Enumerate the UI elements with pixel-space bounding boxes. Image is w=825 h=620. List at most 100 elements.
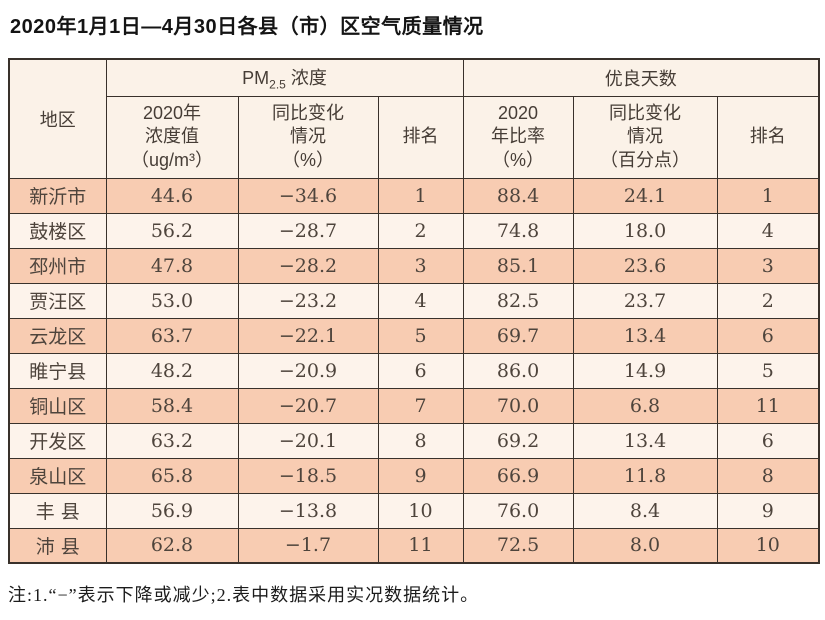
pm-label-subscript: 2.5 [269, 77, 286, 92]
good-rank-cell: 3 [716, 247, 820, 284]
region-cell: 贾汪区 [8, 282, 107, 319]
good-rate-cell: 69.7 [462, 317, 574, 354]
pm-change-cell: −23.2 [237, 282, 379, 319]
good-rank-cell: 8 [716, 457, 820, 494]
good-rank-cell: 10 [716, 527, 820, 564]
good-rank-header: 排名 [716, 95, 820, 179]
region-cell: 丰 县 [8, 492, 107, 529]
pm-change-cell: −13.8 [237, 492, 379, 529]
pm-value-cell: 48.2 [105, 352, 239, 389]
pm-rank-header: 排名 [377, 95, 464, 179]
pm-rank-cell: 2 [377, 212, 464, 249]
pm-value-cell: 56.9 [105, 492, 239, 529]
region-cell: 睢宁县 [8, 352, 107, 389]
good-change-cell: 6.8 [572, 387, 718, 424]
pm-change-cell: −34.6 [237, 177, 379, 214]
good-change-cell: 13.4 [572, 422, 718, 459]
pm-value-cell: 65.8 [105, 457, 239, 494]
pm-value-cell: 53.0 [105, 282, 239, 319]
pm-change-cell: −22.1 [237, 317, 379, 354]
region-cell: 新沂市 [8, 177, 107, 214]
good-rate-cell: 82.5 [462, 282, 574, 319]
pm-change-cell: −20.7 [237, 387, 379, 424]
table-row: 邳州市 47.8 −28.2 3 85.1 23.6 3 [8, 247, 820, 284]
good-change-cell: 11.8 [572, 457, 718, 494]
pm-change-cell: −18.5 [237, 457, 379, 494]
page-title: 2020年1月1日—4月30日各县（市）区空气质量情况 [10, 16, 484, 38]
good-change-cell: 8.4 [572, 492, 718, 529]
region-header-cell: 地区 [8, 58, 107, 179]
table-row: 贾汪区 53.0 −23.2 4 82.5 23.7 2 [8, 282, 820, 319]
pm-rank-cell: 3 [377, 247, 464, 284]
good-change-cell: 23.6 [572, 247, 718, 284]
good-rate-header: 2020 年比率 （%） [462, 95, 574, 179]
pm-change-cell: −20.1 [237, 422, 379, 459]
pm-value-cell: 63.2 [105, 422, 239, 459]
pm-rank-cell: 1 [377, 177, 464, 214]
pm-rank-cell: 10 [377, 492, 464, 529]
pm-rank-cell: 4 [377, 282, 464, 319]
pm-change-cell: −1.7 [237, 527, 379, 564]
region-cell: 铜山区 [8, 387, 107, 424]
pm-label-prefix: PM [242, 67, 270, 88]
pm-label-suffix: 浓度 [285, 67, 327, 88]
air-quality-table: 地区 PM2.5 浓度 优良天数 2020年 浓度值 （ug/m³） 同比变化 … [8, 58, 821, 564]
good-change-cell: 18.0 [572, 212, 718, 249]
region-cell: 云龙区 [8, 317, 107, 354]
good-rate-cell: 72.5 [462, 527, 574, 564]
good-rank-cell: 9 [716, 492, 820, 529]
table-row: 新沂市 44.6 −34.6 1 88.4 24.1 1 [8, 177, 820, 214]
good-rate-cell: 88.4 [462, 177, 574, 214]
good-rank-cell: 6 [716, 422, 820, 459]
pm-value-cell: 56.2 [105, 212, 239, 249]
good-rank-cell: 11 [716, 387, 820, 424]
region-cell: 鼓楼区 [8, 212, 107, 249]
good-change-cell: 8.0 [572, 527, 718, 564]
good-rate-cell: 86.0 [462, 352, 574, 389]
good-change-cell: 13.4 [572, 317, 718, 354]
pm-change-cell: −20.9 [237, 352, 379, 389]
pm-value-cell: 63.7 [105, 317, 239, 354]
good-rate-cell: 69.2 [462, 422, 574, 459]
group-header-row: 地区 PM2.5 浓度 优良天数 [8, 58, 820, 179]
good-days-group-header: 优良天数 [462, 58, 820, 97]
region-cell: 开发区 [8, 422, 107, 459]
good-rank-cell: 4 [716, 212, 820, 249]
region-cell: 邳州市 [8, 247, 107, 284]
table-row: 丰 县 56.9 −13.8 10 76.0 8.4 9 [8, 492, 820, 529]
table-row: 睢宁县 48.2 −20.9 6 86.0 14.9 5 [8, 352, 820, 389]
pm-value-header: 2020年 浓度值 （ug/m³） [105, 95, 239, 179]
good-change-header: 同比变化 情况 （百分点） [572, 95, 718, 179]
good-change-cell: 23.7 [572, 282, 718, 319]
pm-rank-cell: 6 [377, 352, 464, 389]
table-row: 泉山区 65.8 −18.5 9 66.9 11.8 8 [8, 457, 820, 494]
table-body: 新沂市 44.6 −34.6 1 88.4 24.1 1 鼓楼区 56.2 −28.7 2 74.8 1… [8, 177, 820, 564]
table-header: 地区 PM2.5 浓度 优良天数 2020年 浓度值 （ug/m³） 同比变化 … [8, 58, 820, 179]
good-rate-cell: 76.0 [462, 492, 574, 529]
good-rate-cell: 85.1 [462, 247, 574, 284]
good-rate-cell: 70.0 [462, 387, 574, 424]
good-rank-cell: 5 [716, 352, 820, 389]
pm-rank-cell: 8 [377, 422, 464, 459]
pm-rank-cell: 7 [377, 387, 464, 424]
pm-rank-cell: 11 [377, 527, 464, 564]
good-rank-cell: 6 [716, 317, 820, 354]
table-row: 沛 县 62.8 −1.7 11 72.5 8.0 10 [8, 527, 820, 564]
footnote: 注:1.“−”表示下降或减少;2.表中数据采用实况数据统计。 [8, 585, 480, 605]
pm-value-cell: 62.8 [105, 527, 239, 564]
good-change-cell: 24.1 [572, 177, 718, 214]
pm-value-cell: 58.4 [105, 387, 239, 424]
pm-value-cell: 47.8 [105, 247, 239, 284]
pm-value-cell: 44.6 [105, 177, 239, 214]
good-rate-cell: 66.9 [462, 457, 574, 494]
sub-header-row: 2020年 浓度值 （ug/m³） 同比变化 情况 （%） 排名 2020 年比… [9, 95, 820, 179]
pm-rank-cell: 5 [377, 317, 464, 354]
table-row: 铜山区 58.4 −20.7 7 70.0 6.8 11 [8, 387, 820, 424]
pm-rank-cell: 9 [377, 457, 464, 494]
pm-change-cell: −28.2 [237, 247, 379, 284]
pm-change-cell: −28.7 [237, 212, 379, 249]
good-change-cell: 14.9 [572, 352, 718, 389]
table-row: 云龙区 63.7 −22.1 5 69.7 13.4 6 [8, 317, 820, 354]
table-row: 开发区 63.2 −20.1 8 69.2 13.4 6 [8, 422, 820, 459]
pm25-group-header: PM2.5 浓度 [105, 58, 464, 97]
